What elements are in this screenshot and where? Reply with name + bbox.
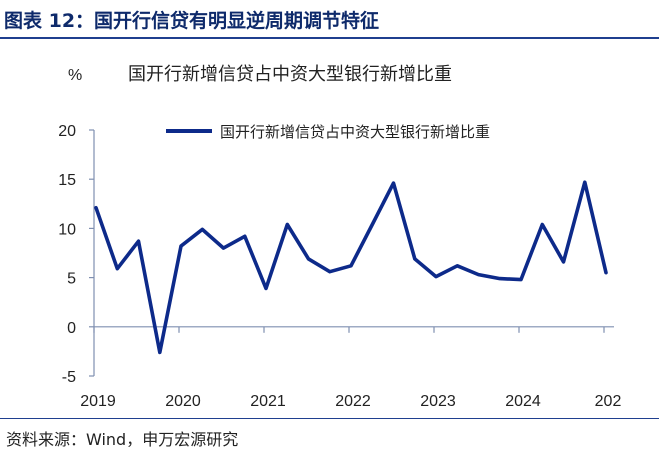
y-tick-label: 15 [58, 172, 76, 189]
x-tick-label: 2021 [250, 393, 286, 410]
x-tick-label: 2020 [165, 393, 201, 410]
y-tick-label: 0 [67, 320, 76, 337]
y-tick-label: 10 [58, 221, 76, 238]
y-tick-label: 20 [58, 123, 76, 140]
header-rule [0, 37, 659, 39]
figure-header: 图表 12：国开行信贷有明显逆周期调节特征 [0, 0, 659, 40]
x-tick-label: 202 [595, 393, 622, 410]
figure-title: 图表 12：国开行信贷有明显逆周期调节特征 [4, 10, 380, 32]
footer-rule [0, 418, 659, 419]
y-unit-label: % [68, 67, 82, 84]
x-tick-label: 2022 [335, 393, 371, 410]
x-tick-label: 2024 [505, 393, 541, 410]
legend-label: 国开行新增信贷占中资大型银行新增比重 [220, 123, 490, 141]
line-chart: % 国开行新增信贷占中资大型银行新增比重国开行新增信贷占中资大型银行新增比重201… [58, 64, 622, 410]
series-line [94, 180, 608, 355]
x-tick-label: 2019 [80, 393, 116, 410]
y-tick-label: 5 [67, 271, 76, 288]
x-tick-label: 2023 [420, 393, 456, 410]
source-note: 资料来源：Wind，申万宏源研究 [6, 430, 239, 449]
chart-title: 国开行新增信贷占中资大型银行新增比重 [128, 64, 452, 85]
y-tick-label: -5 [62, 369, 76, 386]
